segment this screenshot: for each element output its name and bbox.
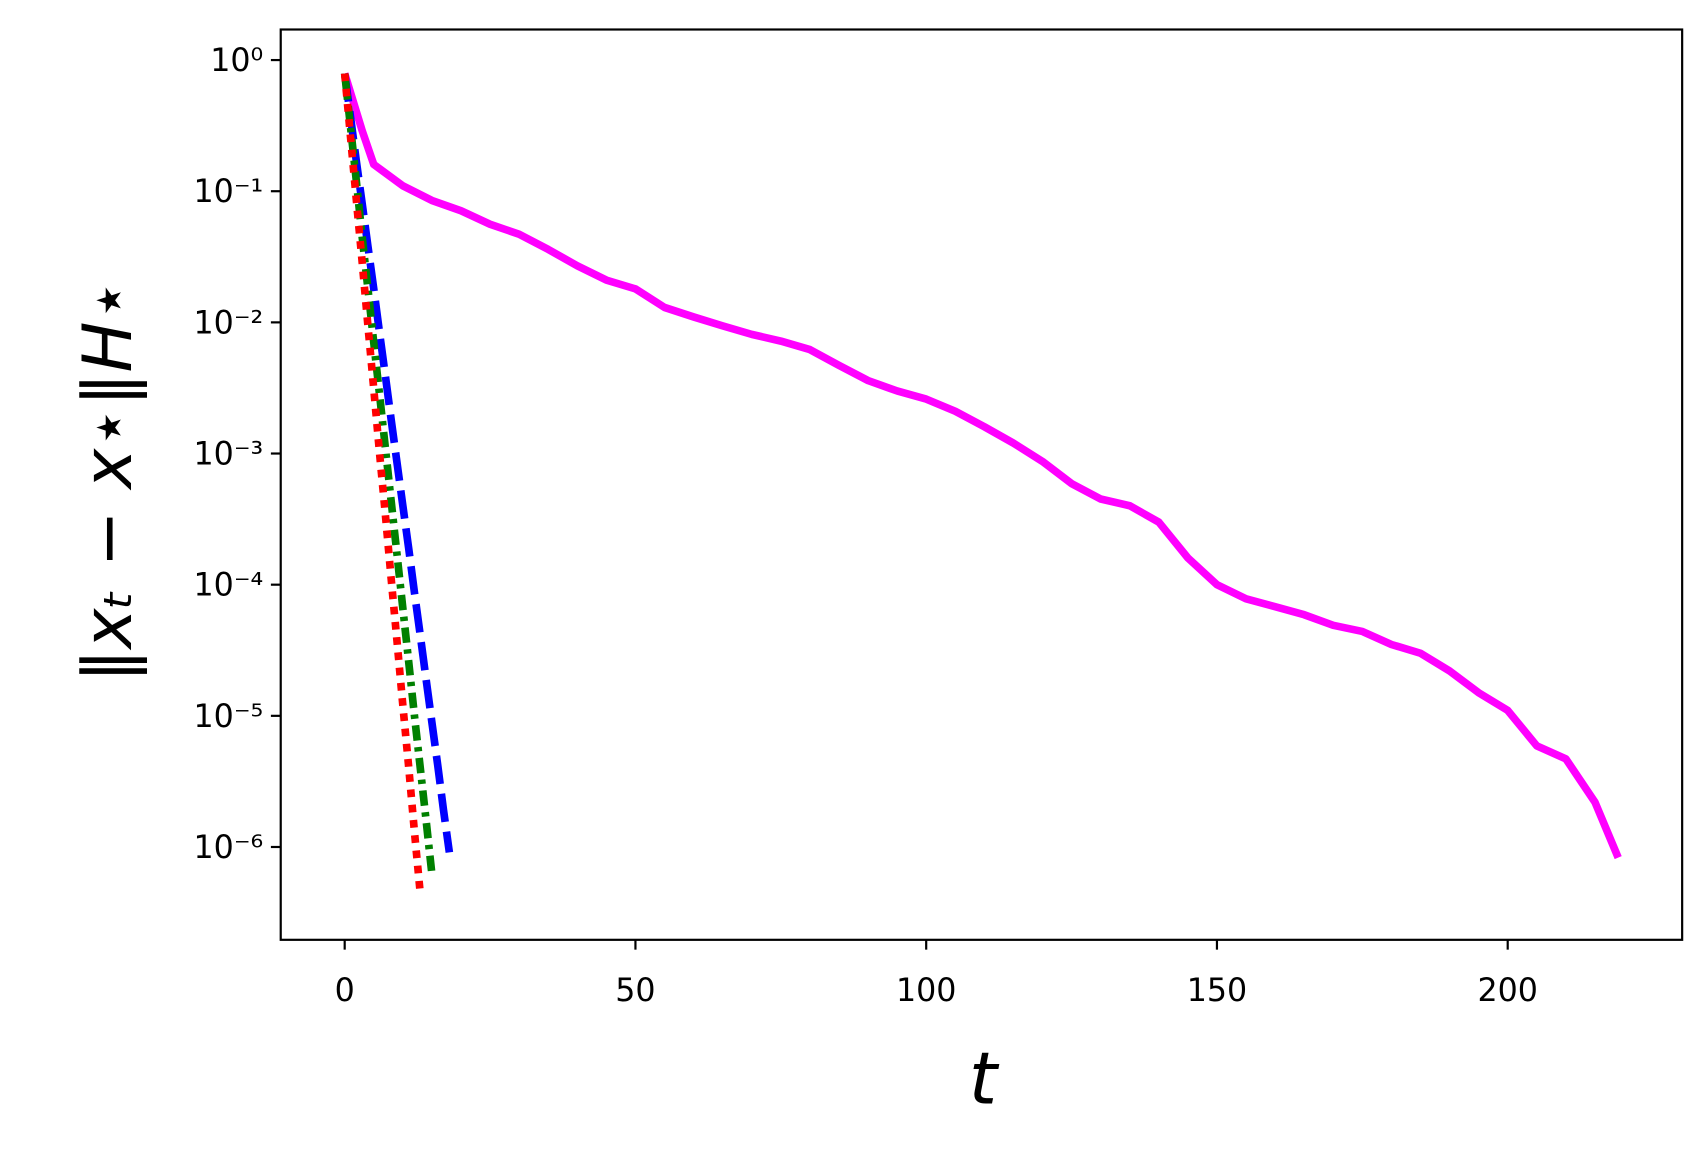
x-tick-label: 50: [615, 973, 655, 1009]
x-tick-label: 150: [1187, 973, 1247, 1009]
y-tick-label: 10⁻³: [194, 436, 264, 472]
y-tick-label: 10⁻⁵: [194, 699, 264, 735]
series-line: [340, 73, 425, 895]
series-line: [340, 73, 436, 875]
y-tick-label: 10⁻⁴: [194, 568, 264, 604]
x-tick-label: 0: [335, 973, 355, 1009]
axes-frame: [279, 28, 1684, 941]
x-tick-label: 200: [1477, 973, 1537, 1009]
y-tick-label: 10⁻¹: [194, 174, 264, 210]
y-tick-label: 10⁻⁶: [194, 830, 264, 866]
series-line: [341, 72, 1622, 860]
plot-lines: [340, 72, 1622, 895]
series-line: [340, 72, 454, 853]
y-axis-label: ‖xₜ − x⋆‖H⋆: [68, 279, 147, 682]
x-axis-label: t: [969, 1038, 1000, 1122]
x-tick-label: 100: [896, 973, 956, 1009]
y-tick-label: 10⁰: [210, 43, 263, 79]
y-tick-label: 10⁻²: [194, 305, 264, 341]
